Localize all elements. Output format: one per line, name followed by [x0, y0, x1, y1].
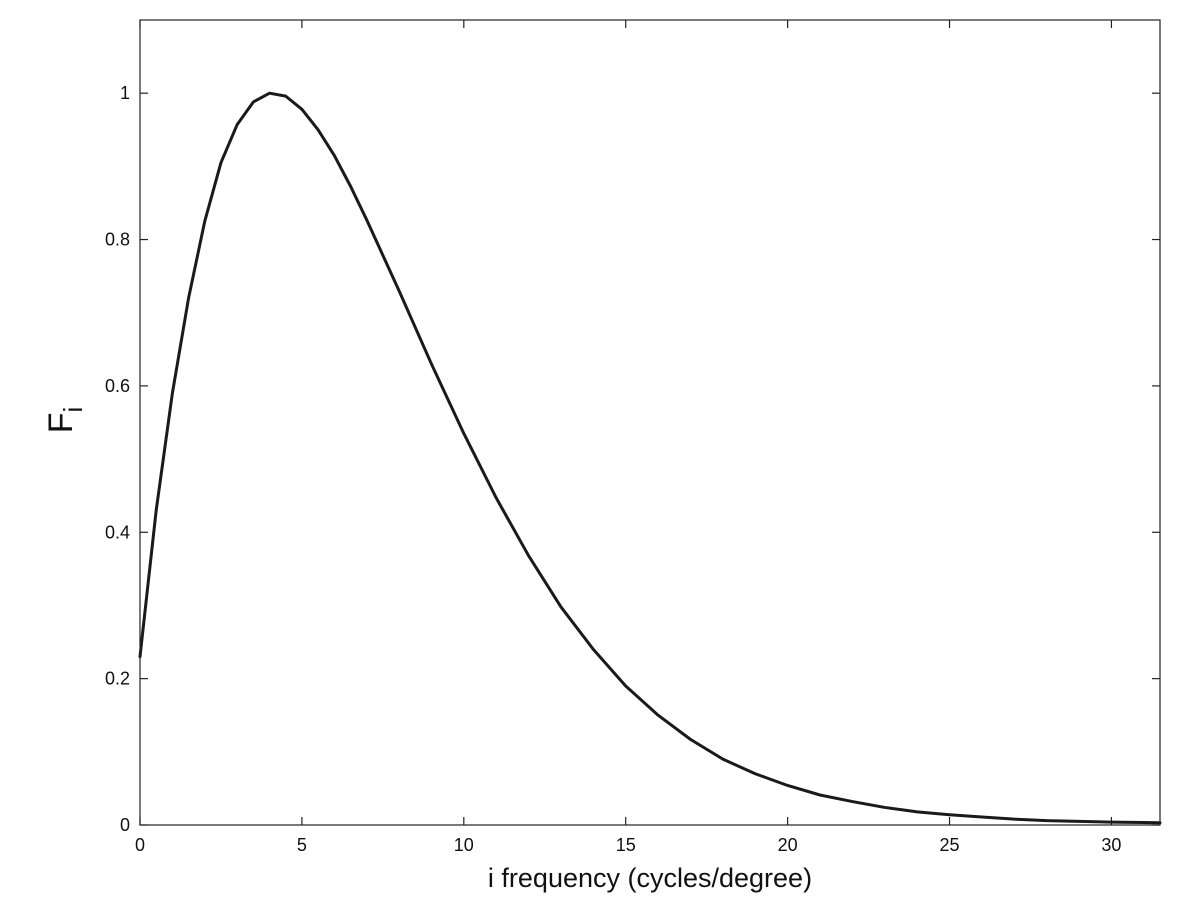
y-axis-label-main: F	[42, 413, 80, 434]
x-axis-label: i frequency (cycles/degree)	[488, 863, 812, 893]
series-line	[138, 91, 1162, 825]
x-tick-label: 10	[454, 835, 474, 855]
y-axis-label: Fi	[42, 407, 88, 434]
y-tick-label: 0.2	[105, 669, 130, 689]
y-tick-label: 0.8	[105, 230, 130, 250]
x-tick-label: 25	[940, 835, 960, 855]
plot-background	[140, 20, 1160, 825]
y-tick-label: 0	[120, 815, 130, 835]
x-tick-label: 20	[778, 835, 798, 855]
plot-frame	[139, 19, 1161, 826]
y-tick-label: 0.6	[105, 376, 130, 396]
x-tick-label: 0	[135, 835, 145, 855]
axis-tick-labels: 0 5 10 15 20 25 30 0 0.2 0.4 0.6 0.8 1	[105, 83, 1121, 855]
x-tick-label: 5	[297, 835, 307, 855]
y-axis-label-subscript: i	[58, 407, 88, 413]
x-tick-label: 15	[616, 835, 636, 855]
y-tick-label: 0.4	[105, 522, 130, 542]
y-tick-label: 1	[120, 83, 130, 103]
x-tick-label: 30	[1101, 835, 1121, 855]
